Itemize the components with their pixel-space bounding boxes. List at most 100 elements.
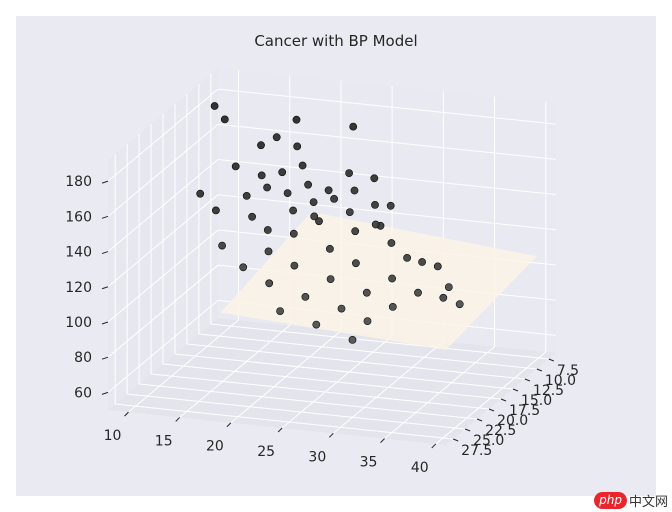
data-point bbox=[239, 263, 248, 272]
data-point bbox=[264, 247, 273, 256]
x-tick-label: 25 bbox=[257, 444, 275, 460]
z-tick-mark bbox=[101, 251, 109, 255]
data-point bbox=[337, 304, 346, 313]
data-point bbox=[351, 259, 360, 268]
y-tick-mark bbox=[488, 408, 495, 412]
grid-y-floor bbox=[174, 353, 514, 390]
data-point bbox=[350, 186, 359, 195]
data-point bbox=[312, 320, 321, 329]
grid-z-back bbox=[217, 123, 557, 160]
z-tick-label: 140 bbox=[65, 245, 92, 261]
z-tick-label: 160 bbox=[65, 209, 92, 225]
grid-z-left bbox=[107, 123, 219, 217]
z-tick-label: 60 bbox=[74, 385, 92, 401]
x-tick-label: 30 bbox=[308, 449, 326, 465]
y-tick-label: 27.5 bbox=[461, 443, 492, 459]
data-point bbox=[283, 189, 292, 197]
grid-y-floor bbox=[198, 333, 537, 370]
model-surface bbox=[220, 211, 537, 350]
y-tick-mark bbox=[500, 398, 507, 402]
data-point bbox=[388, 302, 397, 311]
grid-y-floor bbox=[115, 403, 454, 440]
data-point bbox=[326, 275, 335, 283]
data-point bbox=[348, 335, 357, 344]
data-point bbox=[211, 206, 220, 215]
data-point bbox=[257, 171, 266, 180]
data-point bbox=[263, 183, 271, 192]
grid-y-floor bbox=[127, 393, 466, 430]
x-tick-label: 35 bbox=[360, 455, 378, 471]
grid-z-left bbox=[107, 229, 219, 323]
y-tick-label: 22.5 bbox=[485, 423, 516, 439]
watermark: php 中文网 bbox=[594, 491, 668, 510]
data-point bbox=[371, 200, 379, 209]
data-point bbox=[301, 292, 310, 301]
data-point bbox=[218, 241, 226, 250]
watermark-text: 中文网 bbox=[628, 495, 668, 510]
data-point bbox=[309, 198, 318, 206]
grid-y-floor bbox=[186, 343, 525, 380]
z-tick-mark bbox=[101, 321, 109, 325]
x-tick-mark bbox=[124, 411, 129, 417]
surface-plane bbox=[220, 211, 537, 350]
data-point bbox=[263, 226, 272, 234]
data-point bbox=[272, 133, 281, 142]
data-point bbox=[324, 186, 333, 195]
data-point bbox=[278, 168, 287, 177]
x-tick-label: 15 bbox=[155, 433, 173, 449]
grid-z-left bbox=[107, 194, 219, 288]
data-point bbox=[330, 194, 338, 203]
z-tick-mark bbox=[101, 356, 109, 360]
z-tick-label: 180 bbox=[65, 174, 92, 190]
grid-y-floor bbox=[162, 363, 502, 400]
data-point bbox=[444, 283, 453, 291]
grid-y-floor bbox=[139, 383, 478, 420]
z-tick-mark bbox=[101, 215, 109, 219]
data-point bbox=[276, 307, 284, 315]
x-tick-mark bbox=[277, 427, 283, 433]
x-tick-label: 20 bbox=[206, 439, 224, 455]
data-point bbox=[289, 206, 297, 215]
y-tick-mark bbox=[476, 418, 483, 422]
data-point bbox=[290, 261, 299, 270]
x-tick-mark bbox=[328, 432, 334, 438]
data-point bbox=[388, 274, 396, 283]
grid-z-left bbox=[107, 159, 219, 252]
data-point bbox=[293, 142, 302, 151]
data-point bbox=[418, 258, 426, 266]
chart-title: Cancer with BP Model bbox=[254, 32, 417, 50]
data-point bbox=[289, 229, 298, 238]
x-tick-mark bbox=[175, 417, 181, 422]
data-point bbox=[414, 288, 422, 297]
y-tick-label: 12.5 bbox=[533, 383, 564, 399]
data-point bbox=[351, 227, 360, 236]
x-tick-mark bbox=[226, 422, 232, 428]
grid-z-left bbox=[107, 300, 219, 393]
data-point bbox=[315, 217, 323, 226]
watermark-logo: php bbox=[594, 492, 627, 509]
y-tick-label: 20.0 bbox=[497, 413, 528, 429]
data-point bbox=[257, 141, 265, 150]
data-point bbox=[242, 191, 251, 200]
x-tick-label: 40 bbox=[411, 460, 429, 476]
data-point bbox=[310, 212, 319, 221]
data-point bbox=[349, 122, 358, 131]
z-tick-mark bbox=[101, 286, 109, 290]
z-tick-mark bbox=[101, 180, 109, 184]
z-tick-label: 120 bbox=[65, 280, 92, 296]
grid-y-floor bbox=[210, 323, 549, 360]
data-point bbox=[370, 174, 379, 183]
y-tick-mark bbox=[548, 358, 555, 362]
y-tick-label: 7.5 bbox=[557, 363, 579, 379]
grid-z-back bbox=[217, 159, 557, 196]
y-tick-mark bbox=[464, 428, 471, 432]
x-tick-mark bbox=[431, 443, 437, 449]
data-point bbox=[345, 169, 353, 177]
data-point bbox=[403, 253, 411, 262]
data-point bbox=[386, 201, 395, 210]
z-tick-label: 100 bbox=[65, 315, 92, 331]
data-point bbox=[210, 102, 219, 110]
data-point bbox=[371, 220, 380, 229]
